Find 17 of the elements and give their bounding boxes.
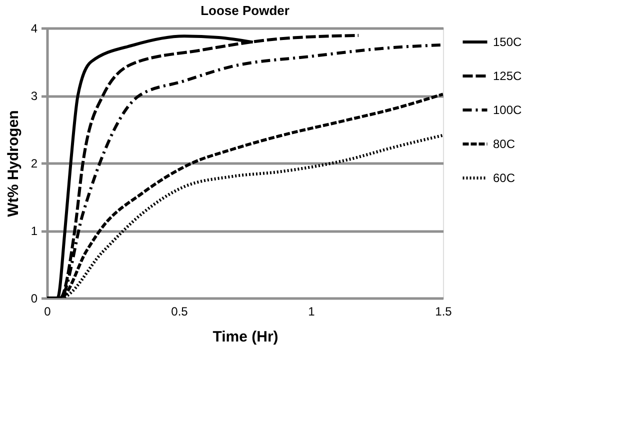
y-tick-label: 1 xyxy=(30,224,38,238)
legend-label: 80C xyxy=(493,137,516,151)
legend-label: 60C xyxy=(493,171,516,185)
x-axis-title: Time (Hr) xyxy=(212,328,278,346)
y-tick-label: 3 xyxy=(30,89,38,103)
y-tick-label: 0 xyxy=(30,292,38,306)
x-tick-label: 1 xyxy=(308,304,316,318)
chart-title: Loose Powder xyxy=(200,3,290,18)
y-axis-title: Wt% Hydrogen xyxy=(4,110,22,217)
legend-label: 125C xyxy=(493,69,522,83)
x-tick-label: 1.5 xyxy=(435,304,452,318)
y-tick-label: 2 xyxy=(30,156,38,170)
legend-label: 100C xyxy=(493,103,522,117)
x-tick-label: 0 xyxy=(44,304,52,318)
legend-label: 150C xyxy=(493,35,522,49)
x-tick-label: 0.5 xyxy=(171,304,188,318)
y-tick-label: 4 xyxy=(30,22,38,36)
